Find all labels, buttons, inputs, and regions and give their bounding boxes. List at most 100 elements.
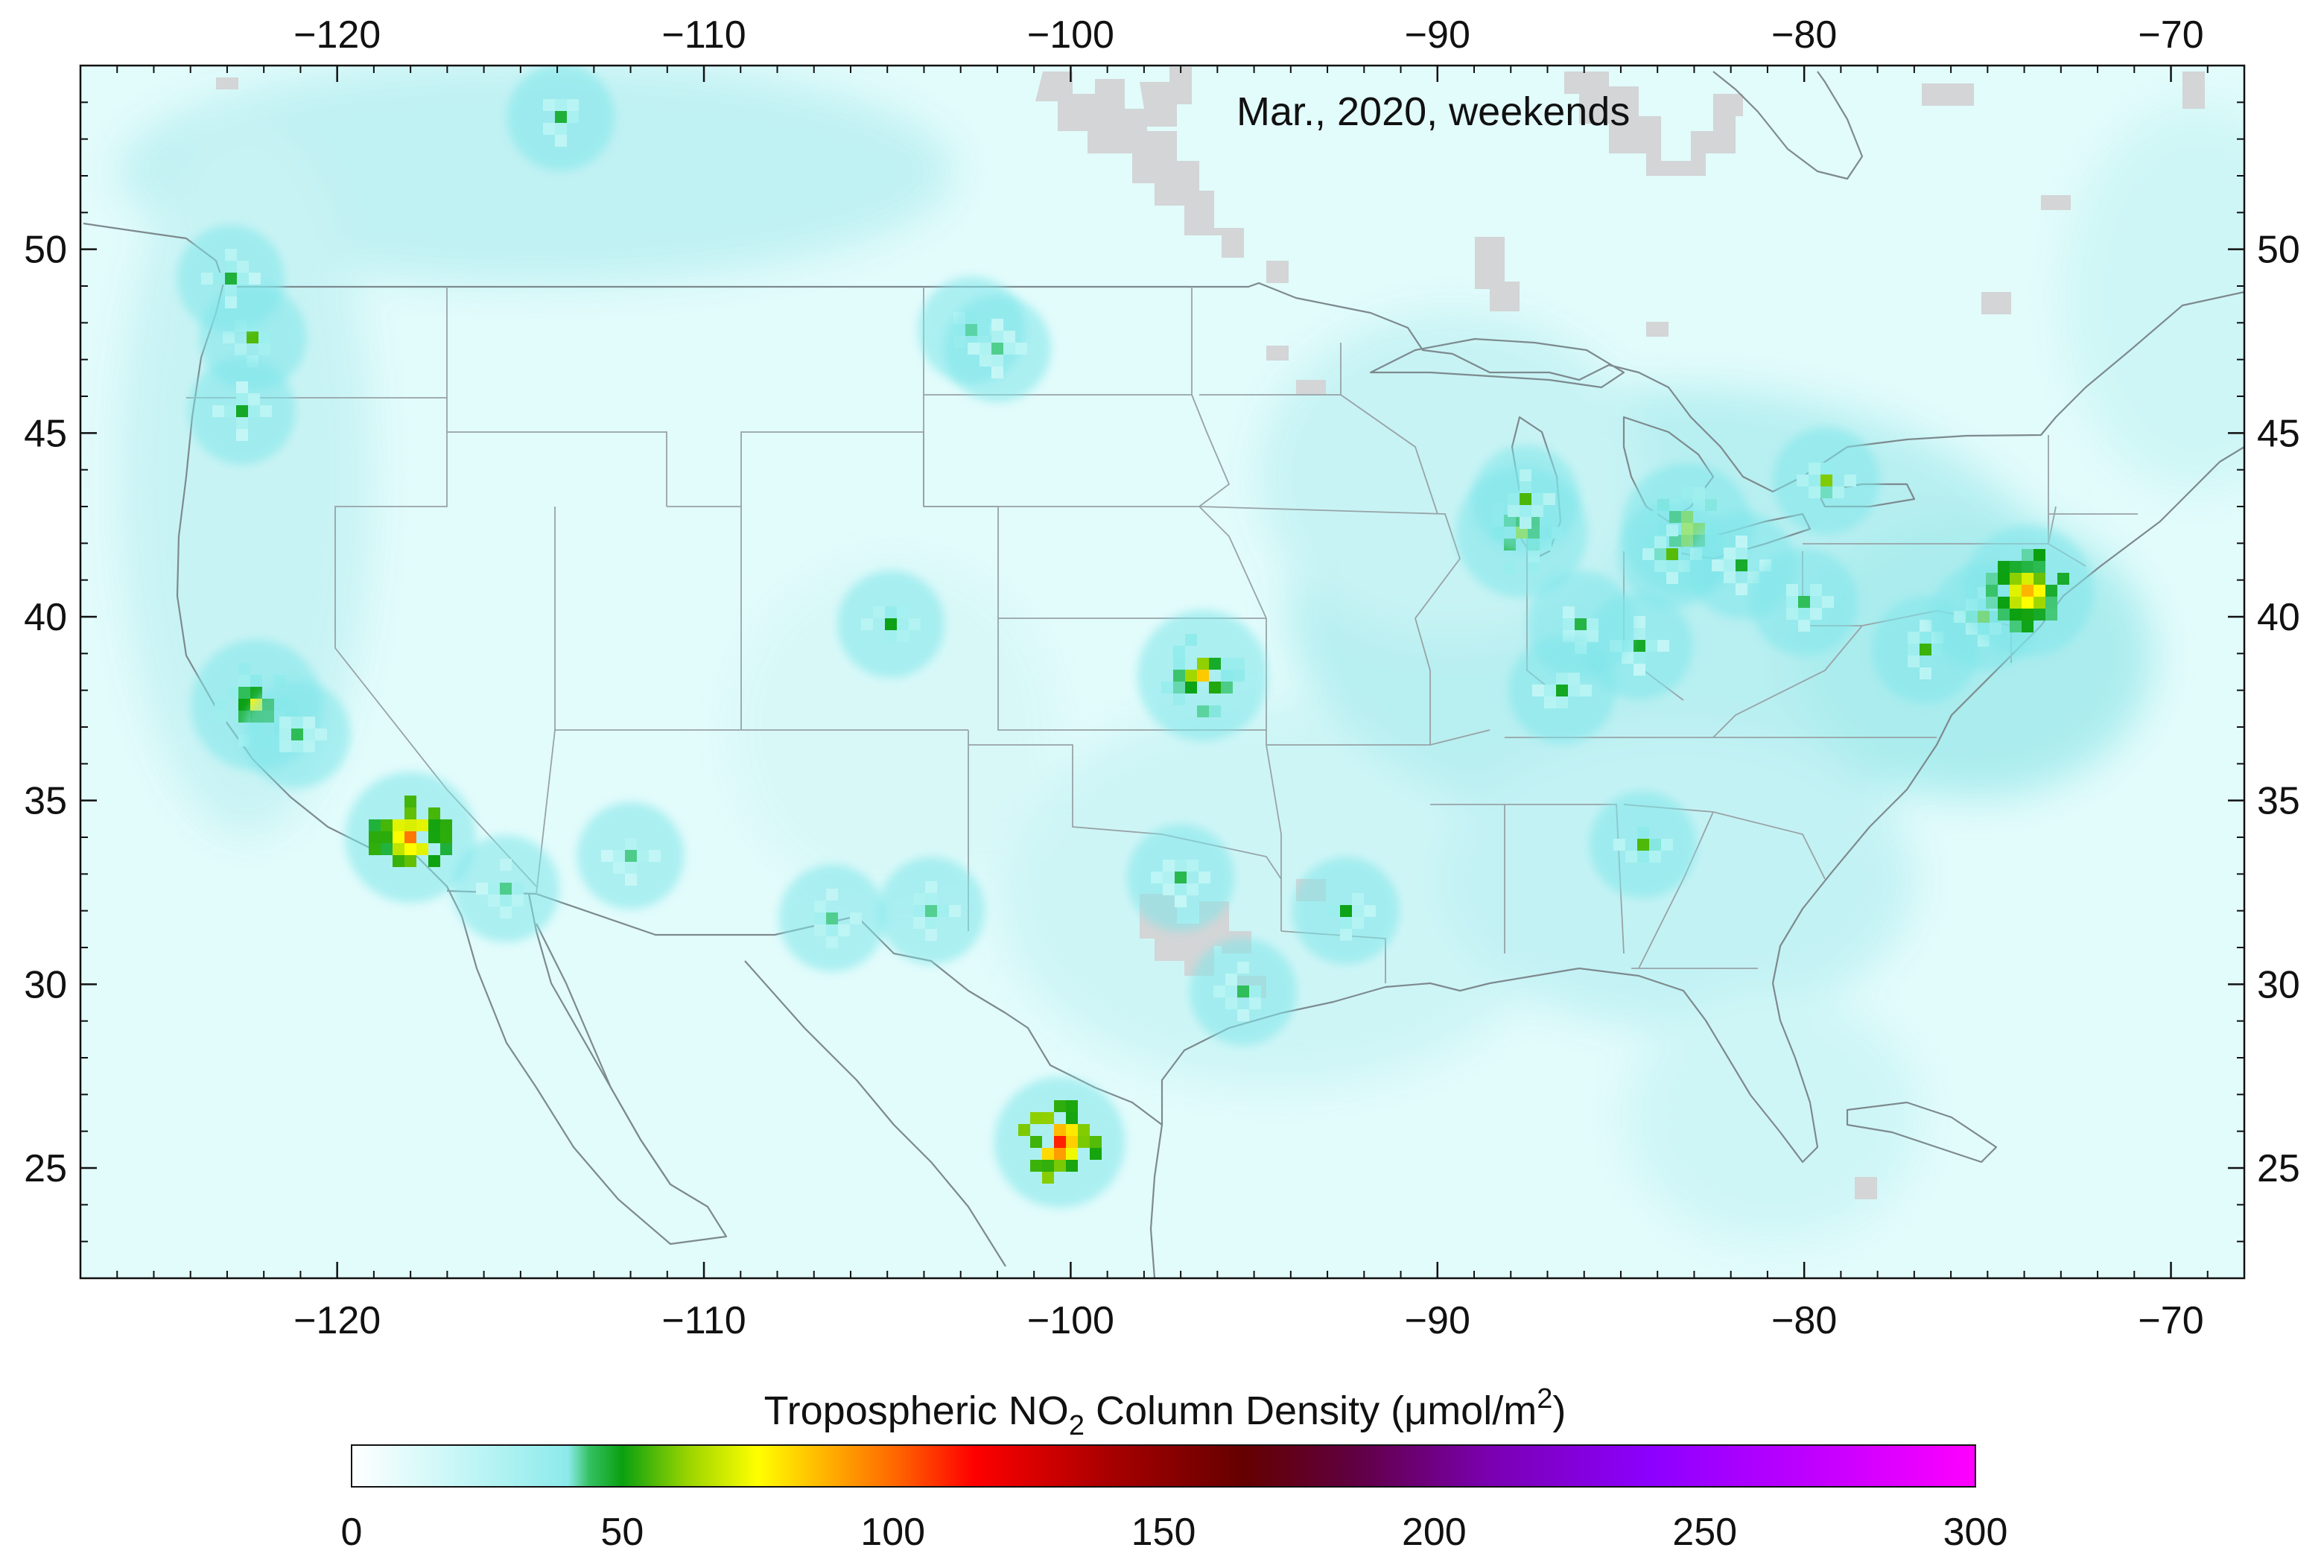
lon-tick-label-bottom: −120 xyxy=(293,1299,381,1342)
hotspot-pixel xyxy=(1666,524,1678,536)
hotspot-pixel xyxy=(814,924,826,936)
hotspot-pixel xyxy=(1587,630,1598,642)
hotspot-pixel xyxy=(1544,696,1556,708)
hotspot-pixel xyxy=(1364,905,1376,917)
hotspot-pixel xyxy=(212,405,224,417)
hotspot-pixel xyxy=(1042,1112,1054,1124)
hotspot-pixel xyxy=(1237,985,1249,997)
hotspot-pixel xyxy=(1520,505,1531,517)
hotspot-pixel xyxy=(2045,585,2057,597)
hotspot-pixel xyxy=(1637,827,1649,839)
hotspot-pixel xyxy=(1954,611,1966,623)
hotspot-pixel xyxy=(2045,597,2057,609)
hotspot-pixel xyxy=(543,99,555,111)
hotspot-pixel xyxy=(225,261,237,273)
hotspot-pixel xyxy=(1809,486,1820,498)
hotspot-pixel xyxy=(1908,644,1920,656)
lat-tick-label-left: 40 xyxy=(24,596,67,639)
hotspot-pixel xyxy=(500,907,512,918)
hotspot-pixel xyxy=(1634,652,1645,664)
hotspot-pixel xyxy=(1042,1148,1054,1160)
hotspot-pixel xyxy=(826,912,838,924)
hotspot-pixel xyxy=(440,819,452,831)
hotspot-pixel xyxy=(1528,550,1540,562)
hotspot-pixel xyxy=(1998,597,2010,609)
hotspot-pixel xyxy=(1786,608,1798,620)
hotspot-pixel xyxy=(949,905,961,917)
hotspot-pixel xyxy=(1197,705,1209,717)
hotspot-pixel xyxy=(1637,851,1649,863)
lon-tick-label-top: −80 xyxy=(1771,13,1837,57)
hotspot-pixel xyxy=(555,123,567,135)
hotspot-pixel xyxy=(1054,1124,1066,1136)
hotspot-pixel xyxy=(1340,917,1352,929)
hotspot-pixel xyxy=(440,843,452,855)
hotspot-pixel xyxy=(369,843,381,855)
lon-tick-label-top: −120 xyxy=(293,13,381,57)
hotspot-pixel xyxy=(1173,646,1185,658)
hotspot-pixel xyxy=(381,843,393,855)
hotspot-pixel xyxy=(1544,685,1556,696)
east-coast xyxy=(1771,446,2244,984)
hotspot-chicago-n xyxy=(1471,445,1579,553)
hotspot-pixel xyxy=(476,883,488,895)
hotspot-pixel xyxy=(238,675,250,687)
colorbar-tick-label: 300 xyxy=(1943,1511,2008,1554)
hotspot-pixel xyxy=(925,881,937,893)
hotspot-fresno xyxy=(243,680,351,788)
hotspot-pixel xyxy=(567,99,579,111)
hotspot-pixel xyxy=(428,807,440,819)
hotspot-pixel xyxy=(250,675,262,687)
hotspot-pixel xyxy=(1998,609,2010,620)
hotspot-pixel xyxy=(1054,1136,1066,1148)
hotspot-pixel xyxy=(2022,585,2034,597)
hotspot-pixel xyxy=(2022,573,2034,585)
hotspot-pixel xyxy=(1066,1100,1078,1112)
hotspot-pixel xyxy=(1986,573,1998,585)
hotspot-pixel xyxy=(2010,573,2022,585)
hotspot-pixel xyxy=(2034,561,2045,573)
hotspot-pixel xyxy=(238,663,250,675)
hotspot-pixel xyxy=(555,99,567,111)
hotspot-pixel xyxy=(1175,883,1187,895)
hotspot-pixel xyxy=(1920,644,1931,656)
hotspot-pixel xyxy=(625,874,637,886)
hotspot-los-angeles xyxy=(345,772,477,903)
hotspot-pixel xyxy=(826,889,838,901)
hotspot-pixel xyxy=(1654,560,1666,572)
hotspot-pixel xyxy=(897,606,909,618)
hotspot-pixel xyxy=(1809,474,1820,486)
lon-tick-label-top: −90 xyxy=(1405,13,1470,57)
hotspot-pixel xyxy=(393,855,404,867)
hotspot-pixel xyxy=(1810,584,1822,596)
hotspot-atlanta xyxy=(1589,790,1697,898)
hotspot-pixel xyxy=(1352,905,1364,917)
hotspot-pixel xyxy=(2057,573,2069,585)
hotspot-pixel xyxy=(404,855,416,867)
hotspot-pixel xyxy=(1175,860,1187,872)
hotspot-pixel xyxy=(850,912,862,924)
hotspot-pixel xyxy=(236,429,248,441)
hotspot-pixel xyxy=(1030,1112,1042,1124)
colorbar-tick-label: 100 xyxy=(860,1511,925,1554)
hotspot-pixel xyxy=(2034,573,2045,585)
hotspot-pixel xyxy=(1832,486,1844,498)
hotspot-shreveport xyxy=(1292,857,1400,965)
hotspot-pixel xyxy=(381,831,393,843)
hotspot-pixel xyxy=(555,111,567,123)
colorbar-ticks: 0 50 100 150 200 250 300 xyxy=(341,1511,2008,1554)
hotspot-pixel xyxy=(1613,839,1625,851)
hotspot-pixel xyxy=(1175,872,1187,883)
hotspot-pixel xyxy=(1185,634,1197,646)
hotspot-pixel xyxy=(1066,1112,1078,1124)
hotspot-pixel xyxy=(1820,474,1832,486)
hotspot-pixel xyxy=(1622,652,1634,664)
hotspot-pixel xyxy=(1568,673,1580,685)
hotspot-pixel xyxy=(1736,536,1747,547)
hotspot-pixel xyxy=(225,285,237,296)
hotspot-pixel xyxy=(1809,463,1820,474)
colorbar-gradient xyxy=(351,1444,1976,1488)
lon-tick-label-bottom: −80 xyxy=(1771,1299,1837,1342)
hotspot-louisville xyxy=(1508,636,1616,744)
no-data-areas xyxy=(216,67,2205,1199)
